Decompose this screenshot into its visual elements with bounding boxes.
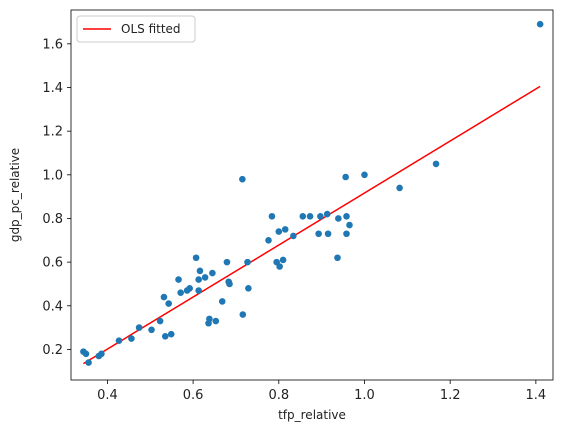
data-point xyxy=(334,254,341,261)
legend: OLS fitted xyxy=(77,16,195,42)
data-point xyxy=(128,335,135,342)
data-point xyxy=(161,294,168,301)
data-point xyxy=(157,318,164,325)
data-point xyxy=(244,259,251,266)
data-point xyxy=(116,337,123,344)
data-point xyxy=(85,359,92,366)
data-point xyxy=(361,172,368,179)
data-point xyxy=(162,333,169,340)
data-point xyxy=(317,213,324,220)
data-point xyxy=(276,263,283,270)
plot-area xyxy=(71,10,553,380)
data-point xyxy=(275,228,282,235)
data-point xyxy=(148,326,155,333)
data-point xyxy=(165,300,172,307)
data-point xyxy=(315,230,322,237)
data-point xyxy=(195,276,202,283)
y-tick-label: 1.4 xyxy=(42,81,63,96)
data-point xyxy=(195,287,202,294)
data-point xyxy=(324,211,331,218)
x-tick-label: 0.4 xyxy=(97,388,118,403)
x-tick-label: 0.6 xyxy=(183,388,204,403)
data-point xyxy=(343,213,350,220)
data-point xyxy=(213,318,220,325)
data-point xyxy=(343,230,350,237)
data-point xyxy=(269,213,276,220)
y-tick-label: 1.2 xyxy=(42,125,63,140)
y-tick-label: 1.6 xyxy=(42,37,63,52)
y-axis-label: gdp_pc_relative xyxy=(8,148,22,242)
data-point xyxy=(136,324,143,331)
data-point xyxy=(537,21,544,28)
data-point xyxy=(265,237,272,244)
data-point xyxy=(186,285,193,292)
data-point xyxy=(240,311,247,318)
data-point xyxy=(177,289,184,296)
data-point xyxy=(290,233,297,240)
data-point xyxy=(433,161,440,168)
data-point xyxy=(193,254,200,261)
y-tick-label: 0.6 xyxy=(42,256,63,271)
x-tick-label: 0.8 xyxy=(268,388,289,403)
data-point xyxy=(239,176,246,183)
y-tick-label: 0.2 xyxy=(42,343,63,358)
data-point xyxy=(299,213,306,220)
data-point xyxy=(226,281,233,288)
x-tick-label: 1.4 xyxy=(526,388,547,403)
y-tick-label: 1.0 xyxy=(42,168,63,183)
data-point xyxy=(307,213,314,220)
data-point xyxy=(219,298,226,305)
axes-background xyxy=(71,10,553,380)
data-point xyxy=(280,257,287,264)
data-point xyxy=(197,268,204,275)
data-point xyxy=(282,226,289,233)
legend-label-ols-fitted: OLS fitted xyxy=(121,22,181,36)
x-tick-label: 1.2 xyxy=(440,388,461,403)
data-point xyxy=(175,276,182,283)
data-point xyxy=(83,351,90,358)
x-tick-label: 1.0 xyxy=(354,388,375,403)
data-point xyxy=(202,274,209,281)
data-point xyxy=(335,215,342,222)
y-tick-label: 0.4 xyxy=(42,299,63,314)
data-point xyxy=(168,331,175,338)
data-point xyxy=(346,222,353,229)
data-point xyxy=(209,270,216,277)
x-axis-label: tfp_relative xyxy=(278,408,346,422)
data-point xyxy=(396,185,403,192)
data-point xyxy=(206,316,213,323)
data-point xyxy=(245,285,252,292)
data-point xyxy=(342,174,349,181)
data-point xyxy=(98,351,105,358)
y-tick-label: 0.8 xyxy=(42,212,63,227)
data-point xyxy=(224,259,231,266)
data-point xyxy=(325,230,332,237)
